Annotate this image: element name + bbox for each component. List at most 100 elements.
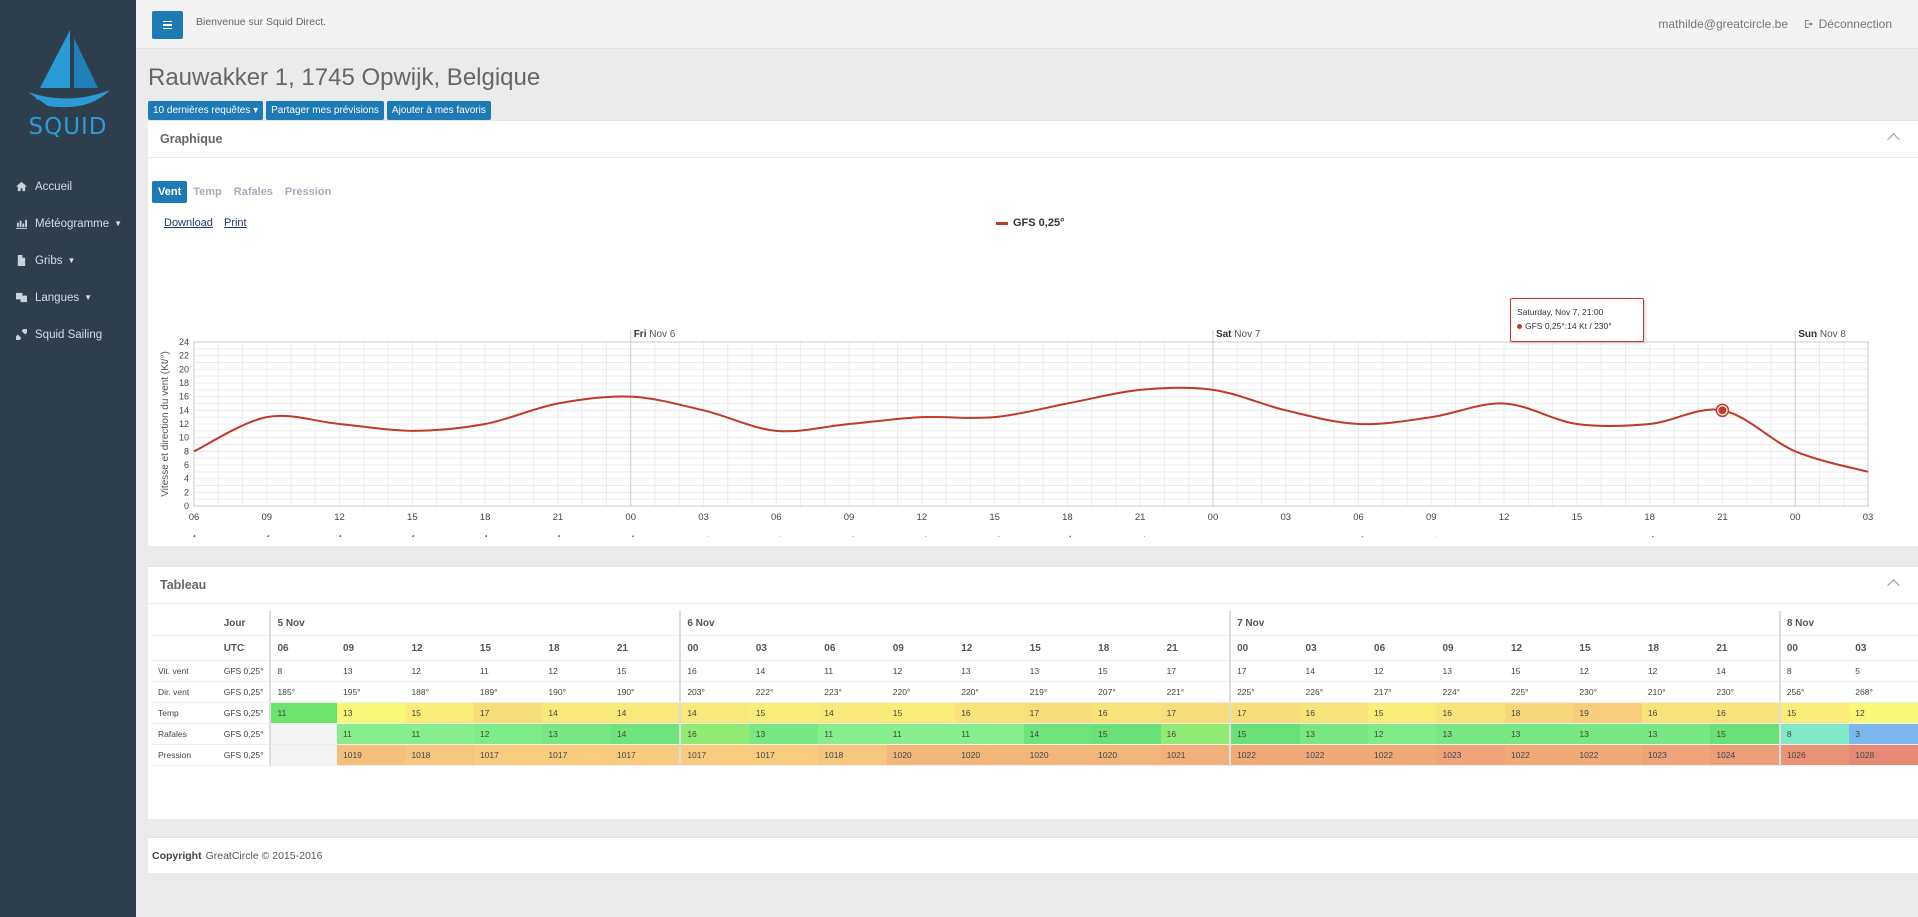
table-cell: 12 [405,660,474,682]
legend-swatch [996,221,1008,225]
y-tick-label: 16 [179,392,189,402]
table-cell: 17 [473,702,543,724]
recent-requests-button[interactable]: 10 dernières requêtes ▾ [148,101,264,120]
sidebar-item-accueil[interactable]: Accueil [0,168,136,205]
logout-link[interactable]: Déconnection [1804,17,1892,31]
table-cell: 16 [1710,702,1780,724]
table-cell: 1022 [1299,744,1369,766]
table-cell: 221° [1160,681,1231,703]
table-cell: 15 [1229,723,1300,745]
y-tick-label: 0 [184,501,189,511]
download-link[interactable]: Download [164,217,213,229]
y-tick-label: 2 [184,487,189,497]
table-cell: 230° [1710,681,1780,703]
wind-direction-arrow [1361,536,1364,537]
page-title: Rauwakker 1, 1745 Opwijk, Belgique [148,64,541,91]
x-tick-label: 15 [989,512,1000,523]
y-tick-label: 14 [179,405,189,415]
y-tick-label: 6 [184,460,189,470]
table-cell: 1020 [955,744,1024,766]
graph-panel-header: Graphique [148,121,1918,158]
sidebar-item-label: Météogramme [35,217,110,230]
table-cell: 13 [336,660,406,682]
table-cell: 17 [1229,702,1300,724]
x-tick-label: 21 [1717,512,1728,523]
table-row-temp: Temp GFS 0,25° 11 13 15 17 14 14 14 15 14 15 16 17 16 1… [152,702,1918,724]
row-header-jour: Jour [217,611,271,636]
caret-down-icon: ▼ [67,256,76,265]
series-line-gfs [193,386,1869,473]
sidebar-item-m-t-ogramme[interactable]: Météogramme ▼ [0,205,136,242]
day-header: 7 Nov [1229,611,1780,636]
table-cell: 185° [269,681,337,703]
y-tick-label: 12 [179,419,189,429]
table-cell: 1020 [886,744,956,766]
row-label: Dir. vent [152,681,218,703]
tab-vent[interactable]: Vent [152,181,188,203]
x-tick-label: 09 [261,512,272,523]
tooltip-dot [1517,324,1522,329]
table-cell: 207° [1092,681,1161,703]
x-tick-label: 15 [1572,512,1583,523]
table-cell: 1024 [1710,744,1780,766]
x-tick-label: 09 [1426,512,1437,523]
wind-chart[interactable]: Fri Nov 6 Sat Nov 7 Sun Nov 80246810121416… [148,237,1918,537]
table-cell: 14 [818,702,887,724]
table-cell: 15 [1092,723,1161,745]
hour-header: 18 [1641,635,1711,661]
forecast-table: Jour 5 Nov 6 Nov 7 Nov 8 Nov UTC 06 09 12 15 18 21 0… [152,611,1918,766]
chart-legend[interactable]: GFS 0,25° [996,217,1064,229]
x-tick-label: 00 [1790,512,1801,523]
add-favorite-button[interactable]: Ajouter à mes favoris [386,101,491,120]
user-email[interactable]: mathilde@greatcircle.be [1658,17,1788,31]
table-cell: 14 [610,723,681,745]
row-header-utc: UTC [217,635,271,661]
sidebar-item-gribs[interactable]: Gribs ▼ [0,242,136,279]
share-forecast-button[interactable]: Partager mes prévisions [266,101,384,120]
table-cell: 14 [679,702,750,724]
caret-down-icon: ▼ [84,293,93,302]
wind-arrow-head [412,535,415,537]
hour-header: 00 [679,635,750,661]
wind-arrow-head [631,535,634,537]
wind-arrow-head [1068,535,1071,537]
hour-header: 09 [886,635,956,661]
collapse-icon[interactable] [1887,133,1900,146]
table-cell: 11 [336,723,406,745]
table-cell: 12 [542,660,611,682]
tab-temp[interactable]: Temp [193,186,222,198]
wind-arrow-head [484,535,487,537]
table-cell: 17 [1160,702,1231,724]
table-cell: 16 [1092,702,1161,724]
squid-logo[interactable]: SQUID [18,26,118,140]
hour-header: 21 [1710,635,1780,661]
row-header-empty [152,611,218,636]
table-cell: 1017 [473,744,543,766]
table-cell: 13 [1436,660,1505,682]
print-link[interactable]: Print [223,217,247,229]
table-cell: 17 [1160,660,1231,682]
home-icon [16,181,27,192]
tab-pression[interactable]: Pression [284,186,332,198]
caret-down-icon: ▼ [114,219,123,228]
table-cell: 11 [473,660,543,682]
tab-rafales[interactable]: Rafales [233,186,273,198]
table-cell [269,744,337,766]
x-tick-label: 21 [553,512,564,523]
x-tick-label: 18 [1062,512,1073,523]
sidebar-item-langues[interactable]: Langues ▼ [0,279,136,316]
table-cell: 224° [1436,681,1505,703]
sidebar-item-squid-sailing[interactable]: Squid Sailing [0,316,136,353]
y-tick-label: 8 [184,446,189,456]
wind-arrow-head [267,535,269,537]
tooltip-value-row: GFS 0,25°:14 Kt / 230° [1517,321,1612,331]
table-cell: 13 [1573,723,1642,745]
table-cell: 11 [405,723,474,745]
table-cell: 11 [818,660,887,682]
menu-toggle-button[interactable] [152,11,183,39]
table-row-dir-vent: Dir. vent GFS 0,25° 185° 195° 188° 189° 190° 19… [152,681,1918,703]
table-cell: 15 [610,660,681,682]
model-label: GFS 0,25° [217,681,271,703]
collapse-icon[interactable] [1887,579,1900,592]
table-cell: 1019 [336,744,406,766]
